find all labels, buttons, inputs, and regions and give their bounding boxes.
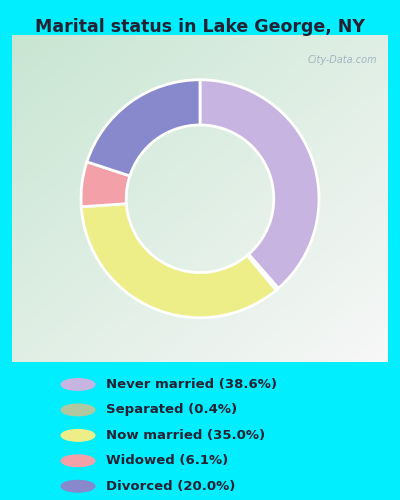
Text: Never married (38.6%): Never married (38.6%) <box>106 378 277 391</box>
Text: Widowed (6.1%): Widowed (6.1%) <box>106 454 228 468</box>
Wedge shape <box>200 80 319 288</box>
Circle shape <box>61 430 95 441</box>
Text: City-Data.com: City-Data.com <box>307 54 377 64</box>
Wedge shape <box>247 254 278 290</box>
Wedge shape <box>81 204 276 318</box>
Text: Now married (35.0%): Now married (35.0%) <box>106 429 265 442</box>
Text: Divorced (20.0%): Divorced (20.0%) <box>106 480 235 493</box>
Circle shape <box>61 455 95 466</box>
Circle shape <box>61 404 95 415</box>
Circle shape <box>61 378 95 390</box>
Circle shape <box>61 480 95 492</box>
Text: Separated (0.4%): Separated (0.4%) <box>106 404 237 416</box>
Wedge shape <box>87 80 200 176</box>
Text: Marital status in Lake George, NY: Marital status in Lake George, NY <box>35 18 365 36</box>
Wedge shape <box>81 162 130 207</box>
